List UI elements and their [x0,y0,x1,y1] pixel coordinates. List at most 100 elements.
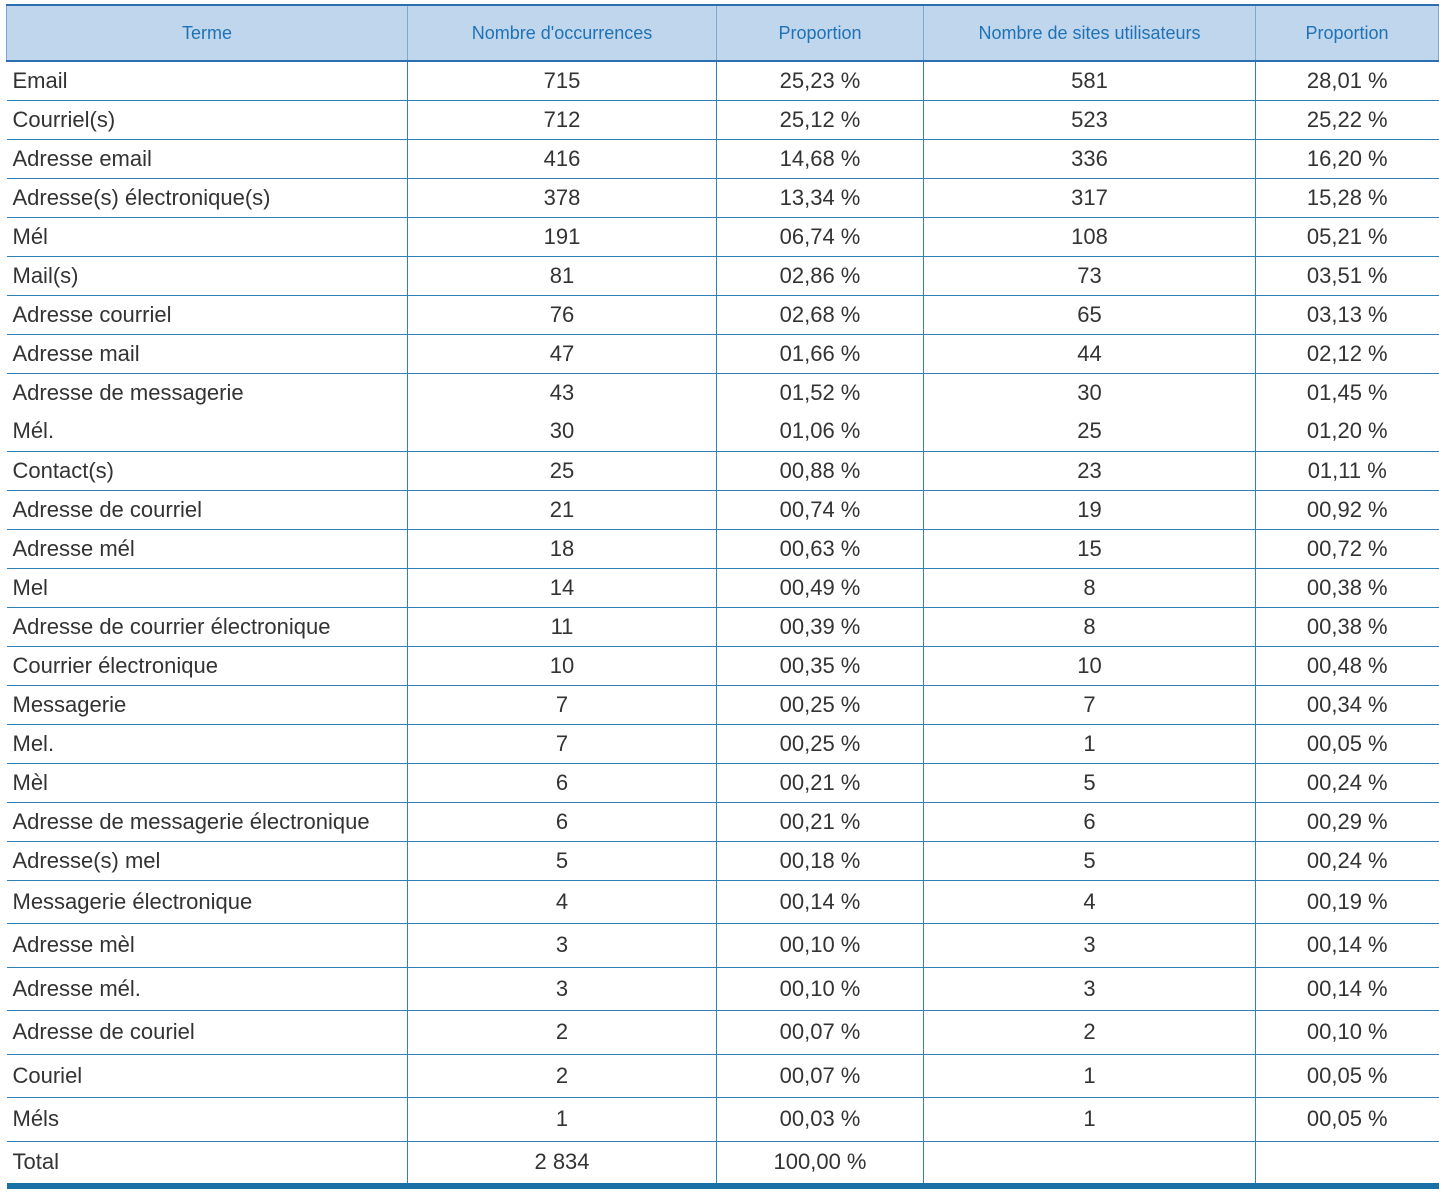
cell-sites: 3 [923,967,1256,1011]
cell-sites: 1 [923,1054,1256,1098]
cell-proportion-sites: 01,11 % [1255,451,1439,491]
cell-term: Méls [6,1097,408,1142]
cell-proportion-occurrences: 13,34 % [716,178,924,218]
table-row: Adresse mél 18 00,63 % 15 00,72 % [6,529,1439,569]
cell-sites: 15 [923,529,1256,569]
cell-term: Mèl [6,763,408,803]
cell-sites: 73 [923,256,1256,296]
cell-occurrences: 47 [407,334,717,374]
cell-occurrences: 11 [407,607,717,647]
table-row: Couriel 2 00,07 % 1 00,05 % [6,1054,1439,1098]
table-row: Adresse(s) électronique(s) 378 13,34 % 317 1… [6,178,1439,218]
cell-occurrences: 5 [407,841,717,881]
terms-table: Terme Nombre d'occurrences Proportion No… [6,4,1439,1189]
cell-term: Email [6,61,408,101]
cell-sites: 1 [923,724,1256,764]
cell-sites: 30 [923,373,1256,412]
table-row: Adresse courriel 76 02,68 % 65 03,13 % [6,295,1439,335]
cell-proportion-occurrences: 00,10 % [716,923,924,968]
cell-proportion-sites: 00,10 % [1255,1010,1439,1055]
cell-occurrences: 191 [407,217,717,257]
total-row: Total 2 834 100,00 % [6,1141,1439,1189]
cell-occurrences: 2 [407,1010,717,1055]
total-cell-proportion-occurrences: 100,00 % [716,1141,924,1189]
terms-table-container: Terme Nombre d'occurrences Proportion No… [6,4,1439,1189]
cell-term: Adresse de courrier électronique [6,607,408,647]
cell-term: Messagerie électronique [6,880,408,924]
cell-occurrences: 715 [407,61,717,101]
cell-proportion-occurrences: 01,52 % [716,373,924,412]
cell-sites: 19 [923,490,1256,530]
table-row: Mél 191 06,74 % 108 05,21 % [6,217,1439,257]
cell-term: Adresse de courriel [6,490,408,530]
cell-occurrences: 7 [407,724,717,764]
table-row: Adresse mail 47 01,66 % 44 02,12 % [6,334,1439,374]
cell-term: Mel [6,568,408,608]
table-header: Terme Nombre d'occurrences Proportion No… [6,4,1439,62]
table-row: Adresse de messagerie électronique 6 00,21… [6,802,1439,842]
cell-sites: 3 [923,923,1256,968]
cell-proportion-occurrences: 00,74 % [716,490,924,530]
table-row: Méls 1 00,03 % 1 00,05 % [6,1097,1439,1142]
cell-term: Adresse courriel [6,295,408,335]
cell-proportion-occurrences: 00,49 % [716,568,924,608]
cell-proportion-sites: 25,22 % [1255,100,1439,140]
table-row: Mèl 6 00,21 % 5 00,24 % [6,763,1439,803]
cell-sites: 4 [923,880,1256,924]
cell-proportion-sites: 00,29 % [1255,802,1439,842]
header-sites: Nombre de sites utilisateurs [923,4,1256,62]
cell-proportion-sites: 00,72 % [1255,529,1439,569]
cell-proportion-sites: 00,48 % [1255,646,1439,686]
cell-term: Adresse mél [6,529,408,569]
cell-occurrences: 4 [407,880,717,924]
table-body: Email 715 25,23 % 581 28,01 % Courriel(s) 712 2… [6,61,1439,1189]
cell-proportion-sites: 00,38 % [1255,568,1439,608]
cell-sites: 10 [923,646,1256,686]
table-row: Mel 14 00,49 % 8 00,38 % [6,568,1439,608]
cell-proportion-sites: 01,20 % [1255,412,1439,452]
cell-term: Courrier électronique [6,646,408,686]
cell-sites: 2 [923,1010,1256,1055]
cell-term: Adresse mél. [6,967,408,1011]
table-row: Adresse de messagerie 43 01,52 % 30 01,45 % [7,373,1439,412]
header-occurrences: Nombre d'occurrences [407,4,717,62]
header-proportion-occurrences: Proportion [716,4,924,62]
cell-term: Mél [6,217,408,257]
cell-occurrences: 1 [407,1097,717,1142]
cell-proportion-occurrences: 02,68 % [716,295,924,335]
cell-occurrences: 25 [407,451,717,491]
table-row: Adresse de courrier électronique 11 00,39 … [6,607,1439,647]
cell-occurrences: 18 [407,529,717,569]
cell-sites: 25 [923,412,1256,452]
cell-proportion-sites: 16,20 % [1255,139,1439,179]
cell-occurrences: 378 [407,178,717,218]
header-proportion-sites: Proportion [1255,4,1439,62]
table-row: Contact(s) 25 00,88 % 23 01,11 % [6,451,1439,491]
cell-proportion-occurrences: 00,35 % [716,646,924,686]
cell-sites: 108 [923,217,1256,257]
cell-proportion-occurrences: 00,25 % [716,724,924,764]
cell-proportion-occurrences: 02,86 % [716,256,924,296]
cell-proportion-sites: 01,45 % [1255,373,1439,412]
cell-proportion-occurrences: 00,10 % [716,967,924,1011]
cell-sites: 23 [923,451,1256,491]
cell-proportion-occurrences: 00,07 % [716,1054,924,1098]
cell-proportion-occurrences: 00,18 % [716,841,924,881]
cell-term: Adresse de messagerie [12,379,244,405]
header-terme: Terme [6,4,408,62]
cell-term: Messagerie [6,685,408,725]
cell-proportion-occurrences: 01,66 % [716,334,924,374]
cell-proportion-occurrences: 00,63 % [716,529,924,569]
table-row: Courriel(s) 712 25,12 % 523 25,22 % [6,100,1439,140]
cell-proportion-occurrences: 00,21 % [716,763,924,803]
cell-occurrences: 2 [407,1054,717,1098]
cell-sites: 581 [923,61,1256,101]
table-row: Courrier électronique 10 00,35 % 10 00,48 % [6,646,1439,686]
total-cell-sites [923,1141,1256,1189]
cell-sites: 6 [923,802,1256,842]
table-row: Adresse email 416 14,68 % 336 16,20 % [6,139,1439,179]
cell-proportion-occurrences: 00,88 % [716,451,924,491]
cell-term: Adresse mèl [6,923,408,968]
cell-sites: 1 [923,1097,1256,1142]
table-row: Adresse de couriel 2 00,07 % 2 00,10 % [6,1010,1439,1055]
